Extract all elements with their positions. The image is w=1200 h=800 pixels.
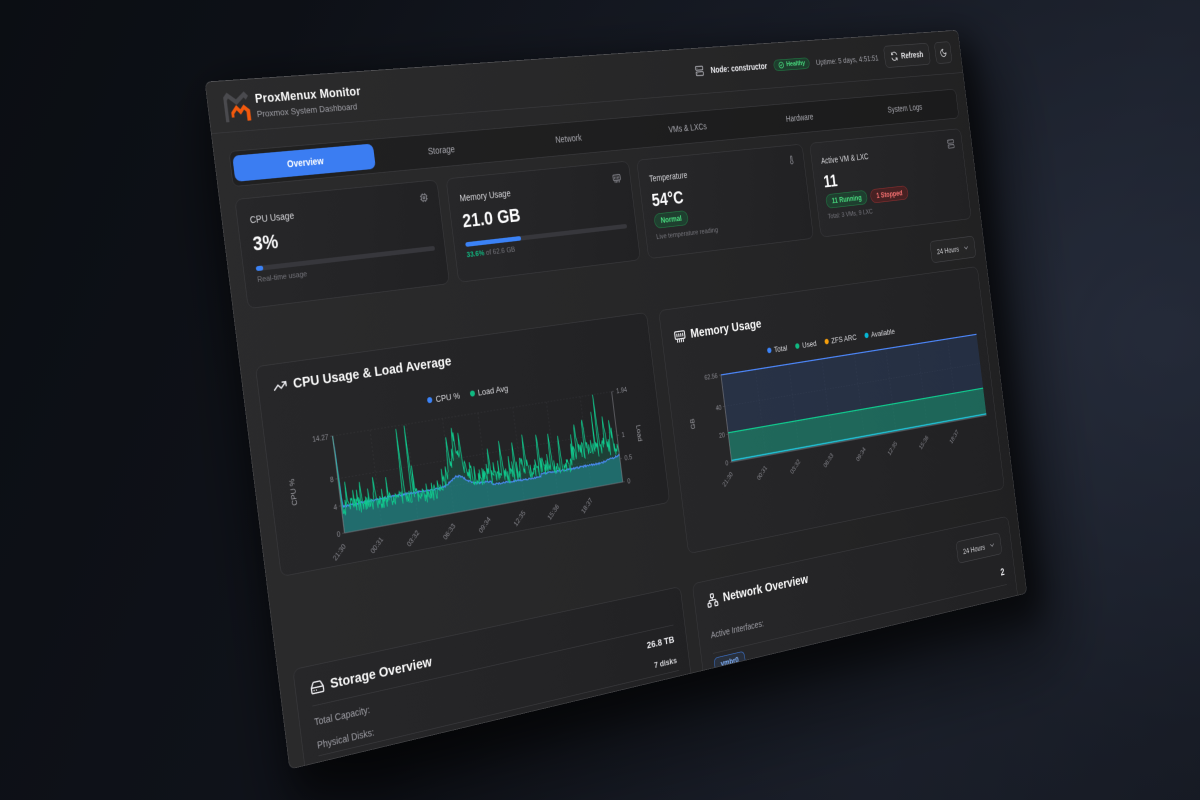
svg-text:15:36: 15:36 (546, 502, 561, 521)
svg-text:14.27: 14.27 (312, 432, 329, 444)
svg-text:09:34: 09:34 (855, 445, 867, 463)
svg-text:12:35: 12:35 (512, 509, 527, 528)
svg-text:06:33: 06:33 (822, 451, 835, 469)
svg-text:18:37: 18:37 (580, 496, 594, 515)
svg-text:00:31: 00:31 (755, 464, 768, 482)
svg-text:0: 0 (336, 529, 341, 539)
svg-text:CPU %: CPU % (288, 478, 299, 506)
svg-text:62.56: 62.56 (704, 372, 718, 382)
svg-text:12:35: 12:35 (886, 440, 898, 457)
svg-text:18:37: 18:37 (948, 428, 960, 445)
svg-text:06:33: 06:33 (441, 522, 457, 542)
svg-text:20: 20 (719, 431, 726, 440)
svg-text:GB: GB (689, 418, 697, 430)
svg-text:03:32: 03:32 (405, 528, 421, 548)
svg-text:00:31: 00:31 (369, 535, 385, 555)
svg-text:40: 40 (715, 403, 722, 412)
svg-text:03:32: 03:32 (789, 458, 802, 476)
svg-text:1.94: 1.94 (616, 385, 628, 395)
svg-text:09:34: 09:34 (477, 515, 492, 535)
svg-text:4: 4 (333, 502, 338, 512)
svg-text:8: 8 (330, 475, 335, 485)
svg-text:Load: Load (635, 424, 644, 442)
svg-text:0: 0 (627, 477, 631, 486)
svg-text:21:30: 21:30 (721, 470, 734, 488)
svg-text:0.5: 0.5 (624, 453, 633, 463)
svg-text:1: 1 (621, 430, 625, 439)
svg-text:0: 0 (725, 459, 729, 468)
svg-text:15:36: 15:36 (918, 434, 930, 451)
svg-text:21:30: 21:30 (331, 542, 347, 562)
